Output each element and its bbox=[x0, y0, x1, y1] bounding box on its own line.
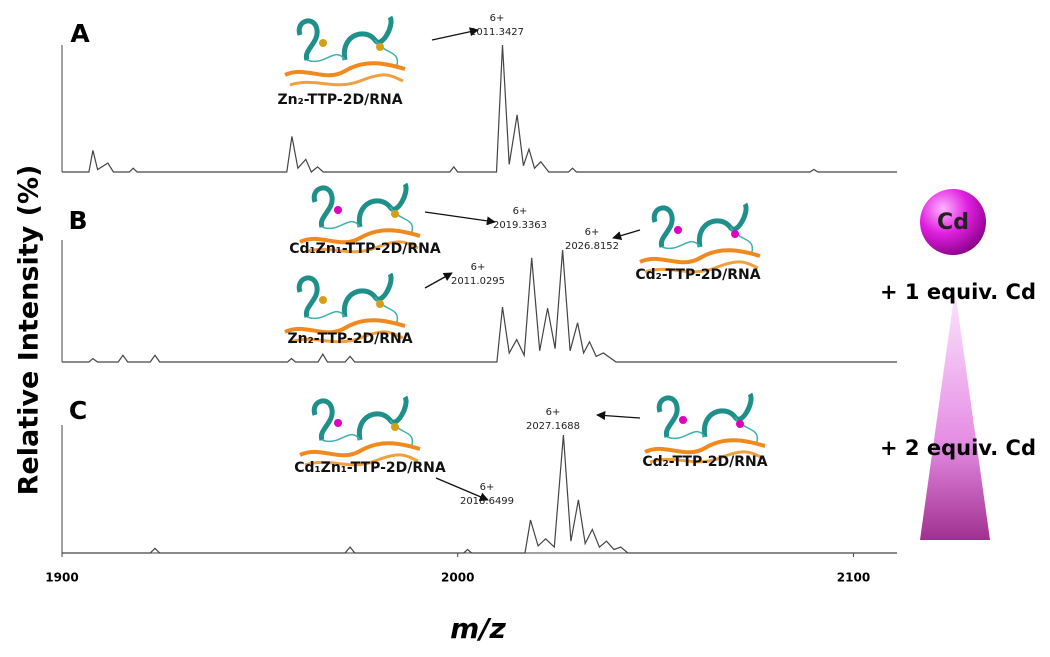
rna-strand bbox=[304, 240, 419, 254]
x-tick-label: 1900 bbox=[45, 571, 78, 585]
annotation-arrow bbox=[424, 272, 453, 289]
rna-strand bbox=[289, 330, 404, 344]
metal-ion bbox=[391, 210, 399, 218]
species-label: Zn₂-TTP-2D/RNA bbox=[277, 92, 402, 108]
species-label: Cd₂-TTP-2D/RNA bbox=[635, 267, 760, 283]
cd-sphere bbox=[920, 189, 986, 255]
metal-ion bbox=[334, 419, 342, 427]
peak-charge: 6+ bbox=[490, 13, 505, 24]
annotation-arrow bbox=[596, 411, 641, 421]
rna-strand bbox=[644, 260, 759, 274]
protein-coil bbox=[321, 206, 414, 233]
structure-cartoon bbox=[299, 182, 421, 254]
rna-strand bbox=[639, 248, 761, 265]
spectrum-line bbox=[62, 44, 897, 173]
peak-charge: 6+ bbox=[585, 227, 600, 238]
species-label: Cd₁Zn₁-TTP-2D/RNA bbox=[289, 241, 441, 257]
structure-cartoon bbox=[639, 202, 761, 274]
metal-ion bbox=[319, 39, 327, 47]
annotation-arrow bbox=[435, 477, 489, 501]
structure-cartoon bbox=[644, 392, 766, 464]
spectrum-line bbox=[62, 434, 897, 554]
peak-mz: 2027.1688 bbox=[526, 421, 580, 432]
protein-ribbon bbox=[311, 182, 409, 228]
peak-mz: 2019.3363 bbox=[493, 220, 547, 231]
protein-coil bbox=[666, 416, 759, 443]
annotation-arrow bbox=[612, 229, 641, 241]
panel-letter: A bbox=[70, 19, 90, 48]
rna-strand bbox=[299, 441, 421, 458]
rna-strand bbox=[289, 73, 404, 87]
x-tick-label: 2100 bbox=[837, 571, 870, 585]
protein-coil bbox=[321, 419, 414, 446]
peak-mz: 2026.8152 bbox=[565, 241, 619, 252]
peak-charge: 6+ bbox=[546, 407, 561, 418]
x-tick-label: 2000 bbox=[441, 571, 474, 585]
metal-ion bbox=[391, 423, 399, 431]
species-label: Cd₂-TTP-2D/RNA bbox=[642, 454, 767, 470]
structure-cartoon bbox=[284, 15, 406, 87]
protein-coil bbox=[306, 39, 399, 66]
protein-ribbon bbox=[656, 392, 754, 438]
panel-letter: B bbox=[68, 206, 87, 235]
peak-charge: 6+ bbox=[471, 262, 486, 273]
rna-strand bbox=[284, 318, 406, 335]
step-label: + 1 equiv. Cd bbox=[880, 280, 1036, 304]
rna-strand bbox=[304, 453, 419, 467]
y-axis-label: Relative Intensity (%) bbox=[14, 165, 45, 496]
peak-charge: 6+ bbox=[480, 482, 495, 493]
panel-letter: C bbox=[69, 396, 87, 425]
peak-mz: 2011.0295 bbox=[451, 276, 505, 287]
rna-strand bbox=[644, 438, 766, 455]
metal-ion bbox=[674, 226, 682, 234]
cd-label: Cd bbox=[937, 210, 969, 235]
peak-charge: 6+ bbox=[513, 206, 528, 217]
protein-ribbon bbox=[311, 395, 409, 441]
metal-ion bbox=[736, 420, 744, 428]
protein-ribbon bbox=[651, 202, 749, 248]
metal-ion bbox=[679, 416, 687, 424]
step-label: + 2 equiv. Cd bbox=[880, 436, 1036, 460]
protein-ribbon bbox=[296, 15, 394, 61]
rna-strand bbox=[284, 61, 406, 78]
species-label: Zn₂-TTP-2D/RNA bbox=[287, 331, 412, 347]
peak-mz: 2018.6499 bbox=[460, 496, 514, 507]
protein-ribbon bbox=[296, 272, 394, 318]
annotation-arrow bbox=[424, 211, 496, 226]
metal-ion bbox=[376, 43, 384, 51]
metal-ion bbox=[334, 206, 342, 214]
rna-strand bbox=[649, 450, 764, 464]
peak-mz: 2011.3427 bbox=[470, 27, 524, 38]
protein-coil bbox=[661, 226, 754, 253]
metal-ion bbox=[731, 230, 739, 238]
metal-ion bbox=[376, 300, 384, 308]
spectrum-line bbox=[62, 249, 897, 363]
concentration-wedge bbox=[920, 290, 990, 540]
structure-cartoon bbox=[299, 395, 421, 467]
metal-ion bbox=[319, 296, 327, 304]
structure-cartoon bbox=[284, 272, 406, 344]
x-axis-label: m/z bbox=[450, 612, 506, 645]
annotation-arrow bbox=[431, 27, 479, 41]
protein-coil bbox=[306, 296, 399, 323]
rna-strand bbox=[299, 228, 421, 245]
species-label: Cd₁Zn₁-TTP-2D/RNA bbox=[294, 460, 446, 476]
